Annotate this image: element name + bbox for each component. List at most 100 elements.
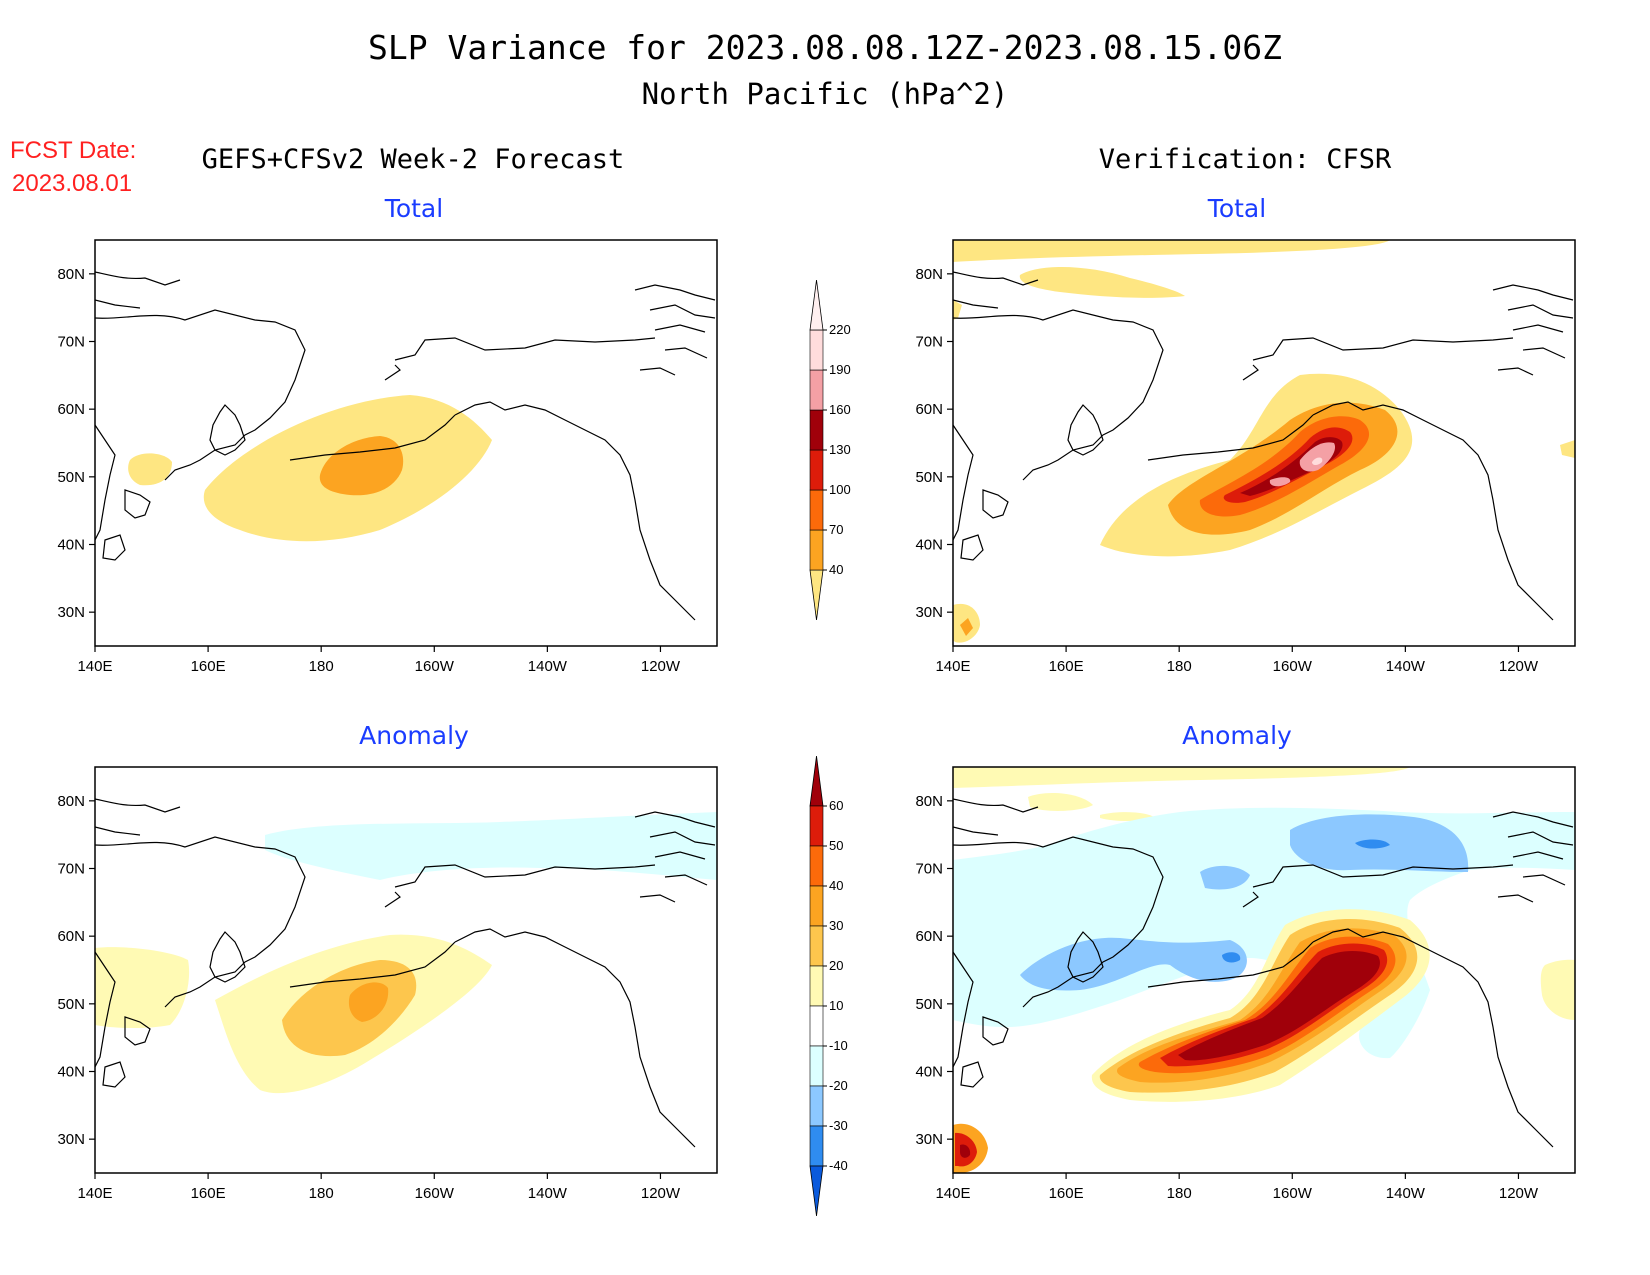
map-panel-forecast-total: 80N 70N 60N 50N 40N 30N 140E 160E 180 160W 140W 120…: [57, 239, 718, 675]
lat-tick-label: 30N: [57, 1131, 85, 1148]
lat-tick-label: 50N: [57, 996, 85, 1013]
lon-tick-label: 120W: [641, 1185, 681, 1202]
lon-tick-label: 140W: [528, 1185, 568, 1202]
lat-tick-label: 80N: [915, 793, 943, 810]
lat-tick-label: 70N: [57, 861, 85, 878]
lon-tick-label: 160W: [415, 1185, 455, 1202]
lon-tick-label: 140E: [77, 1185, 112, 1202]
colorbar-segment: [809, 885, 824, 927]
colorbar-label: 40: [829, 878, 843, 893]
lat-tick-label: 80N: [57, 266, 85, 283]
colorbar-segment: [809, 569, 824, 621]
colorbar-segment: [809, 1045, 824, 1087]
contour-60-plus: [960, 1144, 971, 1158]
lat-tick-label: 60N: [57, 401, 85, 418]
colorbar-segment: [809, 845, 824, 887]
right-column-title: Verification: CFSR: [1099, 144, 1392, 175]
contour-neg30-neg40: [1222, 952, 1241, 963]
colorbar-segment: [809, 925, 824, 967]
colorbar-label: 30: [829, 918, 843, 933]
colorbar-label: -30: [829, 1118, 848, 1133]
contour-40-70: [1019, 267, 1185, 298]
colorbar-segment: [809, 529, 824, 571]
panel-title-bottom-left: Anomaly: [359, 721, 469, 750]
figure-title: SLP Variance for 2023.08.08.12Z-2023.08.…: [368, 28, 1282, 67]
lat-tick-label: 40N: [915, 1064, 943, 1081]
lon-tick-label: 180: [1167, 1185, 1192, 1202]
colorbar-segment: [809, 369, 824, 411]
lon-tick-label: 140E: [935, 658, 970, 675]
contour-220-plus: [1312, 457, 1323, 465]
panel-title-top-left: Total: [384, 194, 443, 223]
lat-tick-label: 60N: [57, 928, 85, 945]
lat-tick-label: 60N: [915, 928, 943, 945]
colorbar-segment: [809, 329, 824, 371]
map-panel-verification-total: 80N 70N 60N 50N 40N 30N 140E 160E 180 160W 140W 120…: [915, 239, 1576, 675]
lat-tick-label: 70N: [915, 861, 943, 878]
lat-tick-label: 50N: [915, 469, 943, 486]
map-panel-verification-anomaly: 80N 70N 60N 50N 40N 30N 140E 160E 180 160W 140W 120…: [915, 766, 1576, 1202]
contour-70-100: [960, 618, 973, 636]
lat-tick-label: 80N: [915, 266, 943, 283]
lat-tick-label: 30N: [915, 604, 943, 621]
contour-10-20: [1540, 959, 1575, 1020]
colorbar-label: 100: [829, 482, 851, 497]
lat-tick-label: 80N: [57, 793, 85, 810]
colorbar-segment: [809, 965, 824, 1007]
colorbar-label: -20: [829, 1078, 848, 1093]
lon-tick-label: 120W: [1499, 1185, 1539, 1202]
contour-190-220: [1269, 477, 1291, 487]
colorbar-label: 60: [829, 798, 843, 813]
colorbar-label: 130: [829, 442, 851, 457]
contour-40-70: [953, 300, 962, 320]
contour-10-20: [95, 947, 190, 1029]
lat-tick-label: 30N: [915, 1131, 943, 1148]
colorbar-label: 20: [829, 958, 843, 973]
lon-tick-label: 160W: [1273, 658, 1313, 675]
lon-tick-label: 160E: [1049, 1185, 1084, 1202]
lon-tick-label: 160W: [415, 658, 455, 675]
left-column-title: GEFS+CFSv2 Week-2 Forecast: [202, 144, 625, 175]
lon-tick-label: 160E: [191, 1185, 226, 1202]
colorbar-segment: [809, 279, 824, 331]
colorbar-label: -10: [829, 1038, 848, 1053]
colorbar-label: 10: [829, 998, 843, 1013]
lon-tick-label: 180: [309, 658, 334, 675]
lon-tick-label: 140W: [1386, 1185, 1426, 1202]
lon-tick-label: 120W: [641, 658, 681, 675]
contour-40-70: [128, 453, 172, 486]
contour-10-20: [953, 767, 1410, 788]
contour-neg20-neg30: [1200, 865, 1250, 890]
lat-tick-label: 70N: [57, 334, 85, 351]
contour-70-100: [319, 436, 404, 496]
colorbar-label: 220: [829, 322, 851, 337]
lon-tick-label: 140W: [528, 658, 568, 675]
contour-10-20: [1028, 793, 1093, 811]
lon-tick-label: 160E: [1049, 658, 1084, 675]
lat-tick-label: 40N: [57, 537, 85, 554]
colorbar-segment: [809, 1125, 824, 1167]
colorbar-label: -40: [829, 1158, 848, 1173]
lat-tick-label: 40N: [915, 537, 943, 554]
colorbar-label: 70: [829, 522, 843, 537]
colorbar-label: 160: [829, 402, 851, 417]
lat-tick-label: 40N: [57, 1064, 85, 1081]
lat-tick-label: 30N: [57, 604, 85, 621]
lon-tick-label: 140W: [1386, 658, 1426, 675]
colorbar-label: 40: [829, 562, 843, 577]
contour-neg20-neg30: [1020, 937, 1247, 991]
lat-tick-label: 50N: [915, 996, 943, 1013]
panel-title-bottom-right: Anomaly: [1182, 721, 1292, 750]
colorbar-segment: [809, 755, 824, 807]
colorbar-segment: [809, 805, 824, 847]
contour-30-40: [348, 982, 389, 1022]
lon-tick-label: 120W: [1499, 658, 1539, 675]
colorbar-segment: [809, 409, 824, 451]
contour-60-plus: [1178, 951, 1380, 1061]
colorbar-segment: [809, 489, 824, 531]
map-panel-forecast-anomaly: 80N 70N 60N 50N 40N 30N 140E 160E 180 160W 140W 120…: [57, 766, 718, 1202]
lat-tick-label: 60N: [915, 401, 943, 418]
contour-neg30-neg40: [1355, 839, 1390, 849]
contour-40-70: [953, 240, 1390, 262]
